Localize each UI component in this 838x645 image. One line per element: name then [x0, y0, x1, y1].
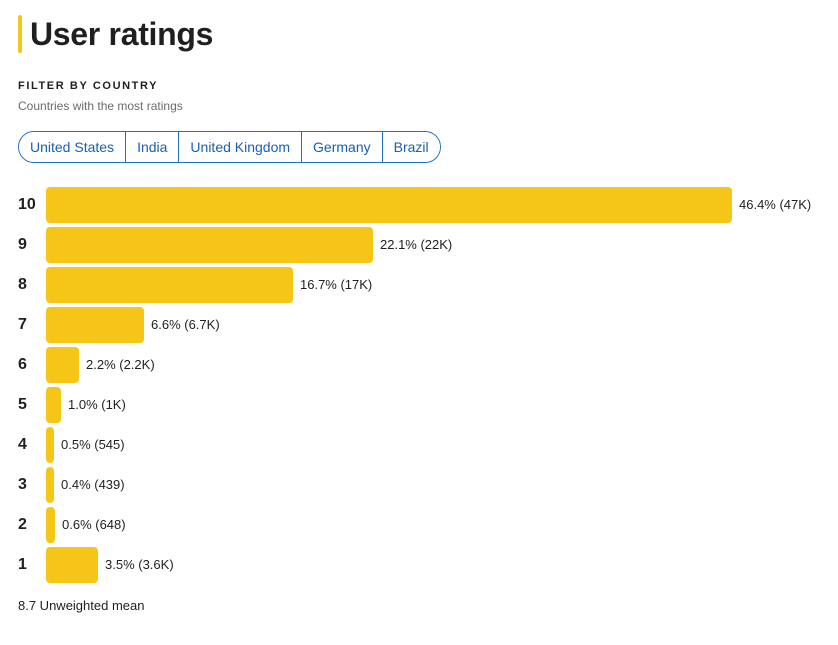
rating-row-7: 7 6.6% (6.7K) — [18, 306, 818, 346]
rating-label-3: 3 — [18, 476, 27, 493]
rating-label-7: 7 — [18, 316, 27, 333]
rating-bar-2[interactable] — [46, 507, 55, 543]
rating-label-6: 6 — [18, 356, 27, 373]
rating-value-label-10: 46.4% (47K) — [739, 197, 812, 212]
rating-value-label-6: 2.2% (2.2K) — [86, 357, 155, 372]
rating-value-label-2: 0.6% (648) — [62, 517, 126, 532]
filter-label: FILTER BY COUNTRY — [18, 80, 159, 92]
country-chip-brazil[interactable]: Brazil — [382, 132, 440, 162]
rating-row-2: 2 0.6% (648) — [18, 506, 818, 546]
rating-row-4: 4 0.5% (545) — [18, 426, 818, 466]
rating-row-10: 10 46.4% (47K) — [18, 186, 818, 226]
rating-bar-7[interactable] — [46, 307, 144, 343]
unweighted-mean: 8.7 Unweighted mean — [18, 598, 145, 613]
rating-value-label-9: 22.1% (22K) — [380, 237, 453, 252]
rating-value-label-4: 0.5% (545) — [61, 437, 125, 452]
rating-bar-10[interactable] — [46, 187, 732, 223]
rating-bar-5[interactable] — [46, 387, 61, 423]
rating-label-2: 2 — [18, 516, 27, 533]
rating-label-9: 9 — [18, 236, 27, 253]
rating-bar-3[interactable] — [46, 467, 54, 503]
rating-bar-9[interactable] — [46, 227, 373, 263]
rating-row-3: 3 0.4% (439) — [18, 466, 818, 506]
filter-subtitle: Countries with the most ratings — [18, 99, 183, 113]
rating-bar-4[interactable] — [46, 427, 54, 463]
rating-bar-1[interactable] — [46, 547, 98, 583]
rating-value-label-1: 3.5% (3.6K) — [105, 557, 174, 572]
rating-value-label-7: 6.6% (6.7K) — [151, 317, 220, 332]
rating-value-label-3: 0.4% (439) — [61, 477, 125, 492]
rating-value-label-8: 16.7% (17K) — [300, 277, 373, 292]
rating-bar-8[interactable] — [46, 267, 293, 303]
rating-label-8: 8 — [18, 276, 27, 293]
country-filter-group: United States India United Kingdom Germa… — [18, 131, 441, 163]
rating-row-9: 9 22.1% (22K) — [18, 226, 818, 266]
rating-label-5: 5 — [18, 396, 27, 413]
rating-row-8: 8 16.7% (17K) — [18, 266, 818, 306]
section-header: User ratings — [18, 14, 213, 54]
rating-bar-6[interactable] — [46, 347, 79, 383]
rating-row-5: 5 1.0% (1K) — [18, 386, 818, 426]
country-chip-india[interactable]: India — [126, 132, 180, 162]
title-accent-bar — [18, 15, 22, 53]
country-chip-united-kingdom[interactable]: United Kingdom — [179, 132, 303, 162]
ratings-chart: 10 46.4% (47K) 9 22.1% (22K) 8 16.7% (17K) 7 6.… — [18, 186, 818, 586]
rating-row-6: 6 2.2% (2.2K) — [18, 346, 818, 386]
rating-label-1: 1 — [18, 556, 27, 573]
country-chip-germany[interactable]: Germany — [302, 132, 383, 162]
rating-label-10: 10 — [18, 196, 36, 213]
rating-value-label-5: 1.0% (1K) — [68, 397, 126, 412]
rating-label-4: 4 — [18, 436, 27, 453]
rating-row-1: 1 3.5% (3.6K) — [18, 546, 818, 586]
country-chip-united-states[interactable]: United States — [19, 132, 127, 162]
page-title: User ratings — [30, 15, 214, 52]
